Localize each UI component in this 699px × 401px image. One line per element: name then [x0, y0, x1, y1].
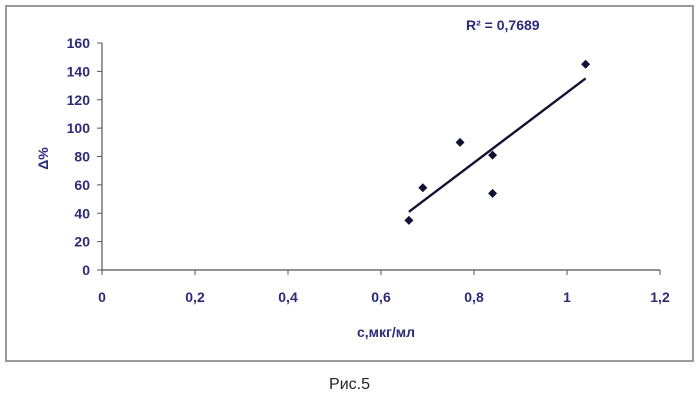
y-tick-label: 60 — [74, 177, 90, 193]
y-axis-title: Δ% — [35, 147, 51, 170]
scatter-chart: 0 20 40 60 80 100 120 140 160 0 0,2 0,4 0,6 0,8 1 1,2 Δ… — [0, 0, 699, 370]
x-axis-title: c,мкг/мл — [357, 324, 415, 340]
y-tick-label: 100 — [67, 120, 91, 136]
x-tick-label: 0,8 — [464, 289, 484, 305]
r-squared-annotation: R² = 0,7689 — [466, 17, 540, 33]
y-tick-label: 20 — [74, 234, 90, 250]
data-point — [488, 189, 497, 198]
y-tick-label: 120 — [67, 92, 91, 108]
data-point — [418, 183, 427, 192]
chart-ticks: 0 20 40 60 80 100 120 140 160 0 0,2 0,4 0,6 0,8 1 1,2 — [67, 35, 670, 305]
figure-caption: Рис.5 — [0, 376, 699, 394]
data-points — [404, 60, 590, 225]
data-point — [581, 60, 590, 69]
x-tick-label: 0,2 — [185, 289, 205, 305]
x-tick-label: 1,2 — [650, 289, 670, 305]
x-tick-label: 1 — [563, 289, 571, 305]
chart-axes — [102, 43, 660, 270]
y-tick-label: 140 — [67, 63, 91, 79]
y-tick-label: 40 — [74, 205, 90, 221]
y-tick-label: 80 — [74, 149, 90, 165]
trendline-group — [409, 78, 586, 211]
data-point — [404, 216, 413, 225]
x-tick-label: 0 — [98, 289, 106, 305]
y-tick-label: 0 — [82, 262, 90, 278]
trendline — [409, 78, 586, 211]
y-tick-label: 160 — [67, 35, 91, 51]
x-tick-label: 0,4 — [278, 289, 298, 305]
x-tick-label: 0,6 — [371, 289, 391, 305]
data-point — [456, 138, 465, 147]
